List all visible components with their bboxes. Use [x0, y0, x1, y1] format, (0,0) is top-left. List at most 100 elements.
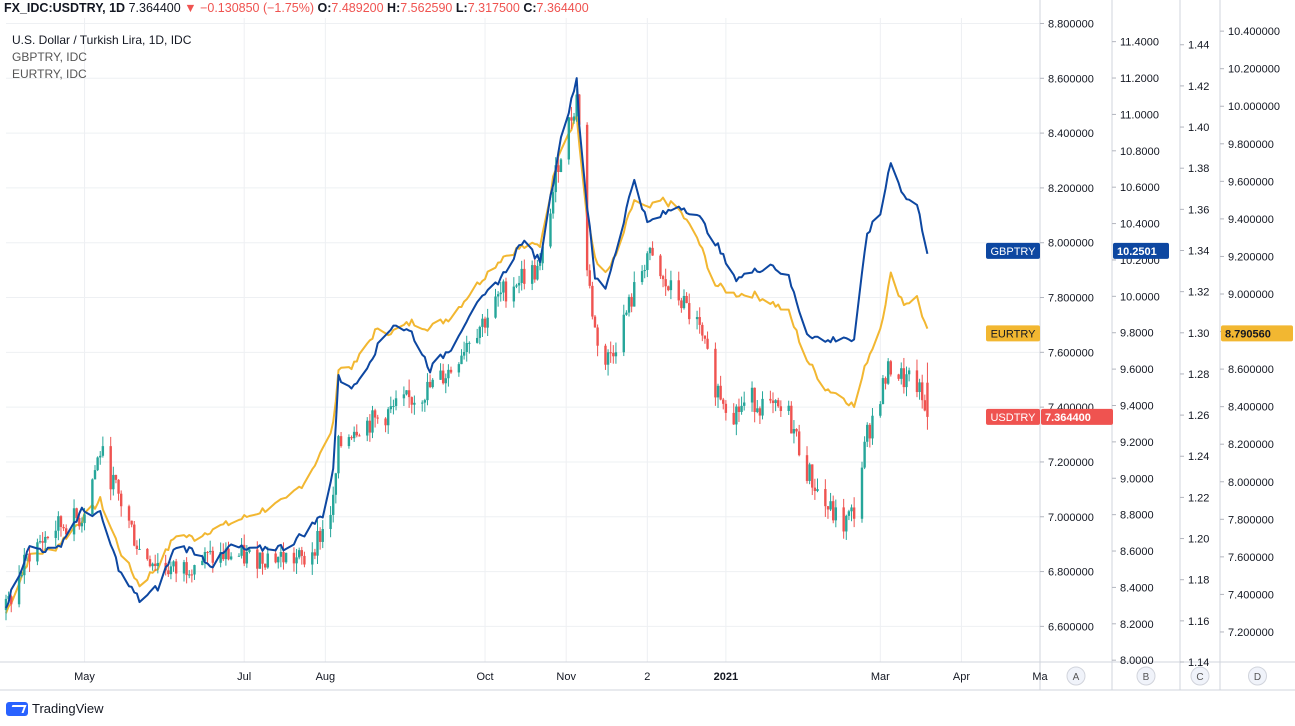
- candle-body: [868, 424, 872, 439]
- candle-body: [575, 94, 578, 117]
- candle-body: [486, 317, 489, 328]
- price-change: −0.130850 (−1.75%): [200, 1, 315, 15]
- candle-body: [695, 317, 699, 320]
- tradingview-logo[interactable]: TradingView: [6, 701, 104, 716]
- x-tick-label: Aug: [316, 671, 336, 683]
- y-tick-label: 10.4000: [1120, 219, 1160, 231]
- price-labels: GBPTRY 10.2501 EURTRY 8.790560 USDTRY 7.36440…: [986, 242, 1293, 425]
- y-tick-label: 10.000000: [1228, 101, 1280, 113]
- y-tick-label: 1.28: [1188, 369, 1209, 381]
- candle-body: [146, 548, 149, 560]
- candle-body: [279, 552, 283, 557]
- y-tick-label: 8.200000: [1048, 183, 1094, 195]
- low-label: L:: [455, 1, 468, 15]
- y-tick-label: 9.2000: [1120, 437, 1154, 449]
- candle-body: [478, 326, 482, 338]
- candle-body: [551, 192, 555, 214]
- y-tick-label: 7.600000: [1048, 347, 1094, 359]
- candle-body: [816, 489, 819, 492]
- candle-body: [101, 446, 105, 456]
- candle-body: [533, 265, 536, 280]
- candle-body: [10, 596, 13, 605]
- chart-grid: [6, 18, 1041, 662]
- y-tick-label: 1.34: [1188, 245, 1209, 257]
- x-tick-label: Nov: [556, 671, 576, 683]
- symbol-header: FX_IDC:USDTRY, 1D 7.364400 ▼ −0.130850 (…: [4, 1, 589, 15]
- candle-body: [245, 551, 249, 564]
- y-tick-label: 9.400000: [1228, 214, 1274, 226]
- candle-body: [790, 405, 793, 434]
- y-tick-label: 9.000000: [1228, 289, 1274, 301]
- high-value: 7.562590: [400, 1, 453, 15]
- candle-body: [698, 317, 701, 325]
- y-tick-label: 7.000000: [1048, 512, 1094, 524]
- legend-gbptry[interactable]: GBPTRY, IDC: [12, 50, 87, 64]
- candle-body: [91, 479, 94, 515]
- candle-body: [923, 400, 927, 411]
- candle-body: [54, 530, 57, 538]
- candle-body: [614, 352, 618, 357]
- candle-body: [753, 387, 756, 413]
- candle-body: [866, 424, 869, 442]
- candle-body: [112, 474, 115, 490]
- y-tick-label: 1.16: [1188, 616, 1209, 628]
- candle-body: [881, 378, 885, 405]
- x-tick-label: 2: [644, 671, 650, 683]
- candle-body: [208, 550, 212, 553]
- candle-body: [918, 382, 921, 393]
- candle-body: [468, 342, 471, 344]
- candle-body: [185, 562, 188, 576]
- candle-body: [368, 420, 372, 433]
- y-tick-label: 8.0000: [1120, 655, 1154, 667]
- candle-body: [358, 435, 361, 437]
- candle-body: [627, 296, 631, 313]
- candle-body: [732, 412, 735, 425]
- legend-eurtry[interactable]: EURTRY, IDC: [12, 67, 87, 81]
- candle-body: [423, 400, 427, 403]
- y-tick-label: 9.4000: [1120, 400, 1154, 412]
- axis-tick-labels: 6.600000 6.800000 7.000000 7.200000 7.400000…: [1040, 18, 1280, 669]
- candle-body: [167, 570, 170, 575]
- candle-body: [811, 464, 814, 488]
- candle-body: [680, 300, 683, 309]
- candle-body: [824, 489, 827, 507]
- candle-body: [41, 541, 44, 543]
- series-name-tag: [986, 325, 1040, 342]
- candle-body: [413, 402, 416, 405]
- candle-body: [258, 552, 262, 569]
- candle-body: [457, 364, 461, 373]
- candle-body: [900, 368, 903, 379]
- candle-body: [907, 370, 911, 375]
- candle-body: [719, 385, 722, 400]
- candle-body: [263, 563, 267, 568]
- candle-body: [921, 382, 924, 401]
- y-tick-label: 10.6000: [1120, 182, 1160, 194]
- candle-body: [193, 565, 196, 575]
- y-tick-label: 9.600000: [1228, 176, 1274, 188]
- candle-body: [93, 470, 97, 480]
- y-tick-label: 7.800000: [1228, 514, 1274, 526]
- candle-body: [347, 437, 351, 447]
- candle-body: [62, 526, 65, 529]
- candle-body: [475, 337, 479, 343]
- candle-body: [667, 286, 670, 291]
- candle-body: [496, 294, 500, 297]
- x-tick-label: Jul: [237, 671, 251, 683]
- legend-main-series[interactable]: U.S. Dollar / Turkish Lira, 1D, IDC: [12, 33, 192, 47]
- series-name-tag-text: EURTRY: [991, 328, 1036, 340]
- candle-body: [609, 352, 612, 354]
- candle-body: [604, 345, 607, 365]
- candle-body: [441, 370, 445, 384]
- candle-body: [248, 549, 251, 552]
- candle-body: [17, 575, 21, 605]
- usdtry-candles: [4, 88, 929, 621]
- symbol-name[interactable]: FX_IDC:USDTRY, 1D: [4, 1, 126, 15]
- y-tick-label: 10.200000: [1228, 64, 1280, 76]
- candle-body: [567, 117, 571, 160]
- series-value-tag: [1113, 242, 1169, 259]
- candle-body: [227, 548, 230, 560]
- candle-body: [156, 562, 160, 567]
- candle-body: [99, 455, 102, 458]
- candle-body: [20, 575, 23, 577]
